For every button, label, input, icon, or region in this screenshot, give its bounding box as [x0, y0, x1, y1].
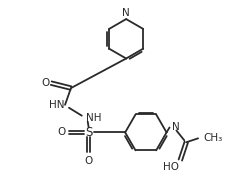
- Text: O: O: [84, 156, 92, 166]
- Text: S: S: [85, 126, 92, 139]
- Text: NH: NH: [85, 113, 101, 123]
- Text: N: N: [172, 123, 179, 132]
- Text: O: O: [41, 78, 49, 88]
- Text: CH₃: CH₃: [202, 133, 221, 143]
- Text: O: O: [58, 127, 66, 137]
- Text: N: N: [122, 8, 129, 18]
- Text: HO: HO: [163, 162, 179, 172]
- Text: HN: HN: [48, 100, 64, 110]
